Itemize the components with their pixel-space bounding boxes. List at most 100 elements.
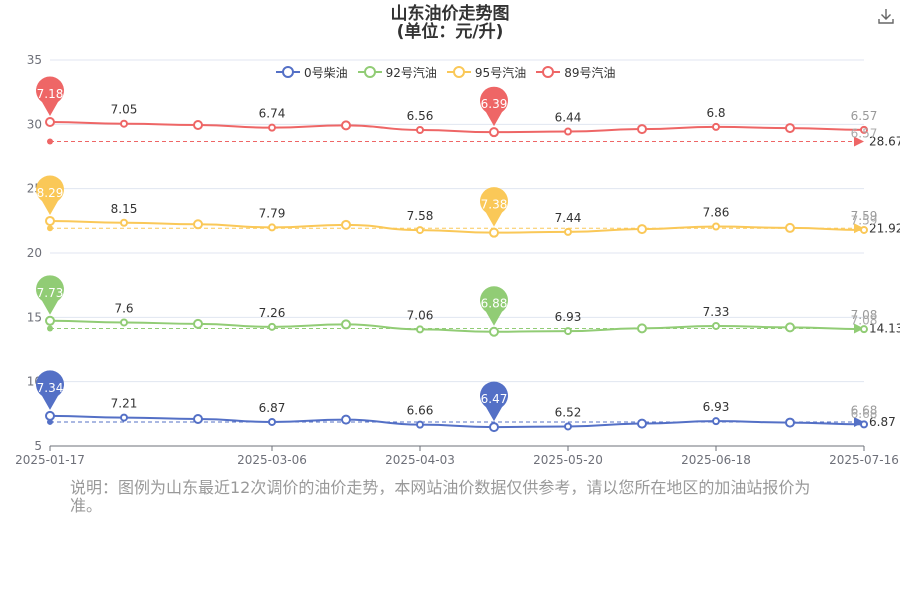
max-pin-label-3: 7.18 xyxy=(37,87,64,101)
min-pin-label-1: 6.88 xyxy=(481,297,508,311)
data-point-1-3 xyxy=(268,322,276,331)
max-pin-label-0: 7.34 xyxy=(37,381,64,395)
average-start-dot-1 xyxy=(47,325,53,332)
max-pin-3 xyxy=(36,76,65,117)
data-point-2-11 xyxy=(860,225,868,234)
min-pin-2 xyxy=(480,187,508,227)
data-point-0-3 xyxy=(268,417,276,426)
x-tick-label-1: 2025-03-06 xyxy=(237,453,307,467)
data-label-0-5: 6.66 xyxy=(407,404,434,418)
max-pin-label-2: 8.29 xyxy=(37,186,64,200)
chart-subtitle: (单位：元/升) xyxy=(396,22,504,42)
data-label-3-7: 6.44 xyxy=(555,111,582,125)
series-line-0 xyxy=(49,414,865,429)
average-label-1: 14.13 xyxy=(869,322,900,336)
data-point-0-11 xyxy=(860,420,868,429)
end-label-1: 7.08 xyxy=(851,314,878,328)
data-point-2-5 xyxy=(416,226,424,235)
data-point-1-9 xyxy=(712,321,720,330)
series-line-1 xyxy=(49,319,865,333)
data-point-1-11 xyxy=(860,325,868,334)
download-icon[interactable] xyxy=(876,6,896,26)
data-point-1-7 xyxy=(564,327,572,336)
data-label-2-5: 7.58 xyxy=(407,209,434,223)
end-label-0: 6.68 xyxy=(851,407,878,421)
data-point-3-2 xyxy=(193,119,203,130)
data-point-0-8 xyxy=(637,418,647,429)
data-point-2-1 xyxy=(120,218,128,227)
data-label-1-9: 7.33 xyxy=(703,305,730,319)
data-point-1-6 xyxy=(489,326,499,337)
data-label-1-11: 7.08 xyxy=(851,308,878,322)
data-point-2-8 xyxy=(637,224,647,235)
max-pin-0 xyxy=(36,370,65,410)
data-label-2-1: 8.15 xyxy=(111,202,138,216)
data-point-0-4 xyxy=(341,414,351,425)
legend-item-1[interactable]: 92号汽油 xyxy=(357,63,437,81)
data-point-2-6 xyxy=(489,227,499,238)
min-pin-1 xyxy=(480,286,508,326)
legend-item-3[interactable]: 89号汽油 xyxy=(536,63,615,81)
legend: 0号柴油 92号汽油 95号汽油 89号汽油 xyxy=(276,63,615,81)
legend-item-2[interactable]: 95号汽油 xyxy=(446,63,527,81)
legend-label-2: 95号汽油 xyxy=(474,65,527,80)
max-pin-2 xyxy=(36,175,65,215)
y-tick-label-2: 15 xyxy=(27,310,42,324)
legend-swatch-2 xyxy=(446,66,471,78)
legend-swatch-0 xyxy=(276,66,300,78)
data-point-1-0 xyxy=(45,315,55,326)
y-tick-label-3: 20 xyxy=(27,246,42,260)
data-point-2-10 xyxy=(785,222,795,233)
data-label-3-11: 6.57 xyxy=(851,109,878,123)
average-start-dot-3 xyxy=(47,138,53,145)
data-point-0-1 xyxy=(120,413,128,422)
data-label-0-3: 6.87 xyxy=(259,401,286,415)
x-tick-label-0: 2025-01-17 xyxy=(15,453,85,467)
data-point-2-2 xyxy=(193,219,203,230)
data-point-3-3 xyxy=(268,123,276,132)
data-point-0-10 xyxy=(785,417,795,428)
data-point-0-7 xyxy=(564,422,572,431)
data-point-2-9 xyxy=(712,222,720,231)
data-point-2-3 xyxy=(268,223,276,232)
legend-label-3: 89号汽油 xyxy=(564,65,616,80)
data-point-3-1 xyxy=(120,119,128,128)
data-point-3-10 xyxy=(785,123,795,134)
data-point-2-4 xyxy=(341,219,351,230)
data-point-0-0 xyxy=(45,410,55,421)
data-label-0-9: 6.93 xyxy=(703,400,730,414)
data-point-2-0 xyxy=(45,215,55,226)
data-label-0-11: 6.68 xyxy=(851,403,878,417)
min-pin-label-3: 6.39 xyxy=(481,97,508,111)
data-label-2-7: 7.44 xyxy=(555,211,582,225)
legend-label-1: 92号汽油 xyxy=(385,65,437,80)
data-label-0-7: 6.52 xyxy=(555,405,582,419)
data-point-3-6 xyxy=(489,127,499,138)
data-point-3-5 xyxy=(416,125,424,134)
legend-item-0[interactable]: 0号柴油 xyxy=(276,63,348,81)
x-tick-label-5: 2025-07-16 xyxy=(829,453,899,467)
data-point-3-8 xyxy=(637,124,647,135)
end-label-3: 6.57 xyxy=(851,126,878,140)
average-label-3: 28.67 xyxy=(869,134,900,148)
data-point-3-9 xyxy=(712,122,720,131)
data-point-1-1 xyxy=(120,318,128,327)
data-point-0-2 xyxy=(193,413,203,424)
series-line-3 xyxy=(49,121,865,134)
data-label-2-9: 7.86 xyxy=(703,205,730,219)
data-point-1-5 xyxy=(416,325,424,334)
data-point-3-4 xyxy=(341,120,351,131)
data-point-1-10 xyxy=(785,322,795,333)
data-label-2-3: 7.79 xyxy=(259,206,286,220)
y-tick-label-0: 5 xyxy=(34,439,42,453)
min-pin-label-2: 7.38 xyxy=(481,198,508,212)
x-tick-label-2: 2025-04-03 xyxy=(385,453,455,467)
data-point-0-9 xyxy=(712,417,720,426)
series-line-2 xyxy=(49,219,865,234)
disclaimer-note: 说明：图例为山东最近12次调价的油价走势，本网站油价数据仅供参考，请以您所在地区… xyxy=(70,478,811,515)
data-label-3-5: 6.56 xyxy=(407,109,434,123)
average-arrow-3 xyxy=(854,136,864,147)
data-label-3-9: 6.8 xyxy=(706,106,725,120)
legend-swatch-1 xyxy=(357,66,382,78)
max-pin-1 xyxy=(36,275,65,315)
